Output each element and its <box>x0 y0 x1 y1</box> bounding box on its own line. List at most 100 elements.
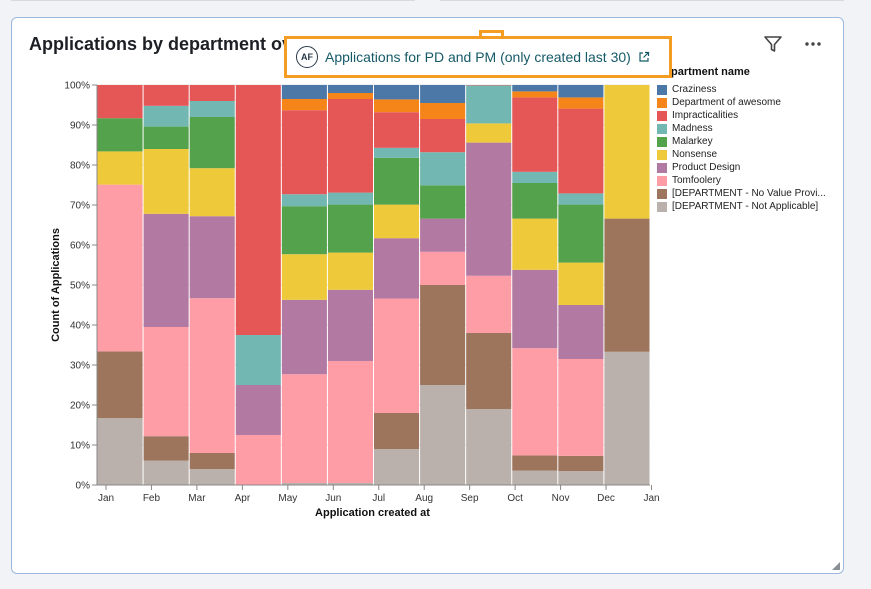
bar-segment <box>558 471 604 485</box>
bar-segment <box>466 142 512 276</box>
bar-segment <box>512 470 558 485</box>
bar-segment <box>189 85 235 101</box>
bar-segment <box>327 99 373 193</box>
bar-segment <box>466 123 512 143</box>
legend-item[interactable]: Product Design <box>657 161 826 174</box>
legend-item[interactable]: [DEPARTMENT - Not Applicable] <box>657 200 826 213</box>
bar-segment <box>97 85 143 119</box>
bar-segment <box>143 126 189 149</box>
bar-segment <box>558 204 604 263</box>
legend-item[interactable]: Department of awesome <box>657 96 826 109</box>
bar-segment <box>604 351 650 485</box>
more-horizontal-icon <box>805 42 821 46</box>
bar-segment <box>143 460 189 485</box>
y-tick-label: 30% <box>70 361 90 372</box>
y-axis-title: Count of Applications <box>50 228 62 342</box>
bar-segment <box>374 157 420 205</box>
legend-item[interactable]: Tomfoolery <box>657 174 826 187</box>
bar-segment <box>327 289 373 361</box>
bar-segment <box>189 298 235 453</box>
more-options-button[interactable] <box>801 32 825 56</box>
bar-segment <box>374 204 420 239</box>
saved-view-popup[interactable]: AF Applications for PD and PM (only crea… <box>284 36 672 78</box>
bar-segment <box>466 409 512 485</box>
avatar: AF <box>296 46 318 68</box>
bar-segment <box>143 327 189 437</box>
bar-segment <box>558 97 604 109</box>
legend-item[interactable]: Malarkey <box>657 135 826 148</box>
bar-segment <box>420 385 466 485</box>
legend-swatch <box>657 201 667 212</box>
previous-card-bottom-left <box>11 0 415 1</box>
popup-link[interactable]: Applications for PD and PM (only created… <box>325 49 631 65</box>
bar-segment <box>374 112 420 148</box>
bar-segment <box>558 108 604 194</box>
bar-segment <box>189 453 235 469</box>
x-tick-label: Feb <box>143 493 161 504</box>
legend-label: Malarkey <box>672 136 713 147</box>
bar-segment <box>281 99 327 111</box>
bar-segment <box>374 238 420 299</box>
bar-segment <box>189 216 235 299</box>
bar-segment <box>604 218 650 352</box>
legend: Department name Craziness Department of a… <box>657 66 826 213</box>
bar-segment <box>512 218 558 270</box>
bar-segment <box>512 171 558 183</box>
legend-swatch <box>657 110 667 121</box>
bar-segment <box>512 348 558 456</box>
bar-segment <box>604 85 650 219</box>
x-tick-label: Jan <box>643 493 659 504</box>
bar-segment <box>143 436 189 461</box>
bar-segment <box>558 359 604 456</box>
external-link-icon[interactable] <box>638 51 650 63</box>
legend-title: Department name <box>657 66 750 78</box>
y-tick-label: 60% <box>70 241 90 252</box>
bar-segment <box>558 305 604 359</box>
bar-segment <box>143 213 189 327</box>
x-tick-label: Nov <box>552 493 570 504</box>
y-tick-label: 0% <box>76 481 91 492</box>
x-tick-label: Mar <box>188 493 206 504</box>
legend-label: [DEPARTMENT - Not Applicable] <box>672 201 819 212</box>
bar-segment <box>420 285 466 385</box>
legend-label: Craziness <box>672 84 717 95</box>
bar-segment <box>327 204 373 253</box>
bar-segment <box>420 218 466 252</box>
legend-item[interactable]: Madness <box>657 122 826 135</box>
y-tick-label: 80% <box>70 161 90 172</box>
legend-item[interactable]: Impracticalities <box>657 109 826 122</box>
bar-segment <box>143 85 189 106</box>
bar-segment <box>558 455 604 471</box>
legend-swatch <box>657 162 667 173</box>
previous-card-bottom-right <box>440 0 844 1</box>
legend-swatch <box>657 123 667 134</box>
legend-item[interactable]: [DEPARTMENT - No Value Provi... <box>657 187 826 200</box>
x-tick-label: Aug <box>415 493 433 504</box>
bar-segment <box>235 85 281 335</box>
x-axis-title: Application created at <box>315 507 430 519</box>
resize-handle[interactable] <box>832 562 840 570</box>
legend-label: Department of awesome <box>672 97 781 108</box>
bar-segment <box>512 85 558 92</box>
legend-label: Madness <box>672 123 713 134</box>
legend-swatch <box>657 97 667 108</box>
bar-segment <box>327 483 373 485</box>
bar-segment <box>558 262 604 305</box>
bar-segment <box>281 254 327 300</box>
bar-segment <box>143 149 189 214</box>
x-tick-label: Sep <box>461 493 479 504</box>
bar-segment <box>189 101 235 117</box>
y-tick-label: 90% <box>70 121 90 132</box>
bar-segment <box>281 374 327 483</box>
bar-segment <box>281 194 327 207</box>
bar-segment <box>466 333 512 409</box>
x-tick-label: Jan <box>98 493 114 504</box>
bar-segment <box>327 361 373 483</box>
filter-button[interactable] <box>761 32 785 56</box>
legend-item[interactable]: Craziness <box>657 83 826 96</box>
bar-segment <box>281 110 327 195</box>
legend-label: Nonsense <box>672 149 718 160</box>
legend-label: Tomfoolery <box>672 175 721 186</box>
legend-item[interactable]: Nonsense <box>657 148 826 161</box>
